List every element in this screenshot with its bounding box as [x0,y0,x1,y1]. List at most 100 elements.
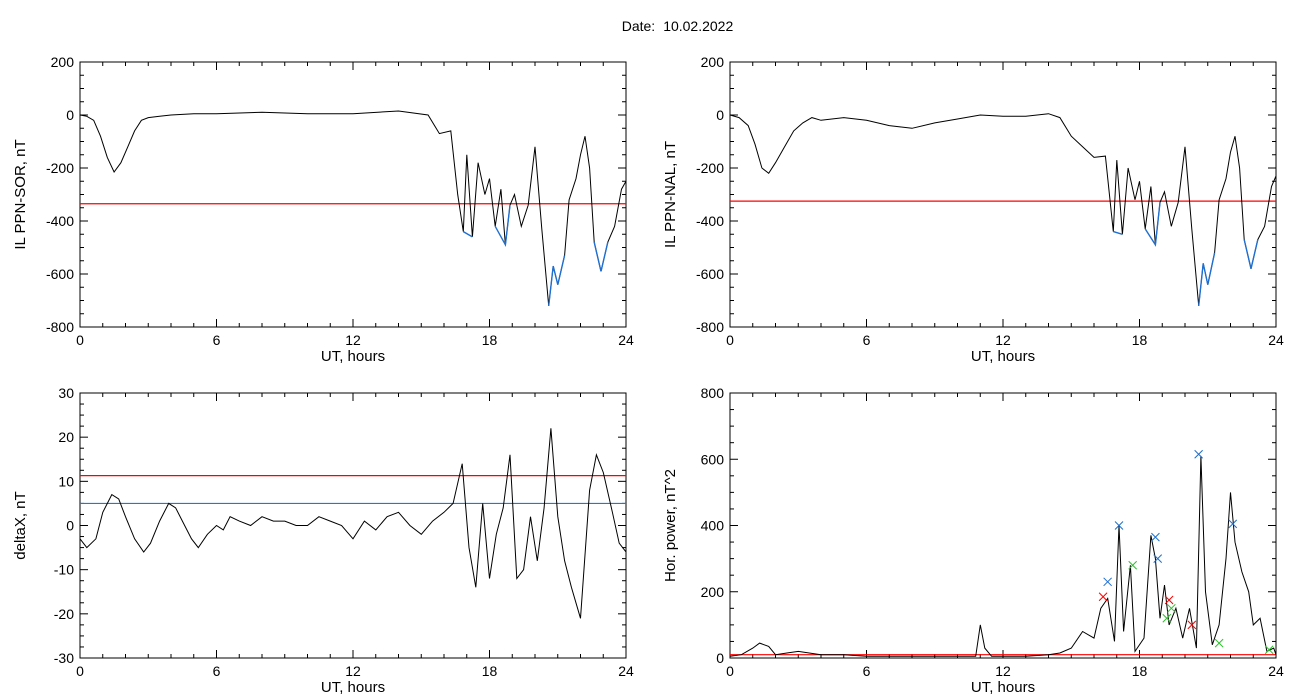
marker-stroke [1194,449,1204,459]
y-tick-label: -600 [696,266,724,282]
panel-deltax: 0 6 12 18 24 -30 -20 -10 0 10 20 30 UT, hours deltaX,… [12,385,634,696]
y-tick-label: -30 [54,650,74,666]
highlight-segment [593,242,609,272]
highlight-segment [1243,239,1259,269]
y-tick-label: -800 [46,319,74,335]
y-tick-label: 600 [701,451,725,467]
marker-green [1128,560,1138,570]
x-tick-label: 18 [1132,663,1148,679]
x-tick-label: 24 [1268,663,1284,679]
marker-green [1214,638,1224,648]
x-tick-label: 12 [345,332,361,348]
date-value: 10.02.2022 [663,18,734,34]
marker-blue [1114,521,1124,530]
y-axis-label: IL PPN-SOR, nT [12,139,29,249]
y-tick-label: -800 [696,319,724,335]
y-tick-label: 10 [58,473,74,489]
y-tick-label: -200 [696,160,724,176]
marker-blue [1228,519,1238,529]
highlight-segment [1198,252,1216,306]
x-tick-label: 24 [618,663,634,679]
marker-red [1098,592,1108,602]
date-label: Date: [621,18,656,34]
marker-red [1164,595,1174,605]
panel-il-sor: 0 6 12 18 24 -800 -600 -400 -200 0 200 UT, hours IL … [12,54,634,365]
y-tick-label: 200 [701,54,725,70]
chart-date-title: Date: 10.02.2022 [0,18,1300,34]
marker-stroke [1187,620,1197,630]
x-tick-label: 12 [345,663,361,679]
y-tick-label: 800 [701,385,725,401]
x-tick-label: 0 [76,663,84,679]
y-tick-label: 0 [716,650,724,666]
marker-stroke [1151,532,1160,542]
y-tick-label: -200 [46,160,74,176]
y-tick-label: -20 [54,606,74,622]
marker-stroke [1153,554,1163,563]
y-axis-label: IL PPN-NAL, nT [662,141,679,248]
y-axis-label: Hor. power, nT^2 [662,469,679,582]
highlight-segment [494,205,511,248]
x-tick-label: 0 [726,332,734,348]
x-tick-label: 12 [995,332,1011,348]
y-tick-label: -400 [696,213,724,229]
marker-stroke [1214,638,1224,648]
plot-frame [729,392,1277,659]
y-tick-label: 400 [701,518,725,534]
y-tick-label: -600 [46,266,74,282]
marker-stroke [1114,521,1124,530]
x-tick-label: 18 [1132,332,1148,348]
panel-hor-power: 0 6 12 18 24 0 200 400 600 800 UT, hours Hor. power… [662,385,1284,696]
x-axis-label: UT, hours [321,679,385,696]
x-tick-label: 0 [726,663,734,679]
x-axis-label: UT, hours [321,348,385,365]
highlight-segment [1113,230,1123,235]
y-tick-label: 0 [716,107,724,123]
x-tick-label: 18 [482,663,498,679]
plot-frame [79,392,627,659]
y-tick-label: 200 [51,54,75,70]
x-axis-label: UT, hours [971,679,1035,696]
x-tick-label: 0 [76,332,84,348]
marker-stroke [1264,645,1274,655]
x-tick-label: 18 [482,332,498,348]
marker-blue [1103,577,1113,587]
series-line [80,428,626,619]
y-tick-label: 30 [58,385,74,401]
marker-red [1187,620,1197,630]
y-tick-label: 0 [66,518,74,534]
x-tick-label: 6 [213,663,221,679]
x-tick-label: 24 [618,332,634,348]
series-line [730,113,1276,306]
marker-stroke [1098,592,1108,602]
marker-stroke [1162,613,1172,623]
x-axis-label: UT, hours [971,348,1035,365]
y-tick-label: 20 [58,429,74,445]
x-tick-label: 12 [995,663,1011,679]
highlight-segment [1144,202,1161,247]
marker-stroke [1128,560,1138,570]
plot-frame [729,61,1277,328]
marker-stroke [1166,603,1176,613]
series-line [80,110,626,306]
y-tick-label: -10 [54,562,74,578]
marker-stroke [1103,577,1113,587]
y-tick-label: -400 [46,213,74,229]
marker-green [1162,613,1172,623]
marker-blue [1194,449,1204,459]
panel-il-nal: 0 6 12 18 24 -800 -600 -400 -200 0 200 UT, hours IL … [662,54,1284,365]
series-line [730,455,1276,657]
marker-green [1264,645,1274,655]
marker-stroke [1228,519,1238,529]
x-tick-label: 6 [213,332,221,348]
marker-blue [1153,554,1163,563]
highlight-segment [548,255,566,306]
y-axis-label: deltaX, nT [12,491,29,559]
y-tick-label: 200 [701,584,725,600]
x-tick-label: 24 [1268,332,1284,348]
marker-stroke [1164,595,1174,605]
marker-green [1166,603,1176,613]
marker-blue [1151,532,1160,542]
highlight-segment [462,230,473,238]
x-tick-label: 6 [863,663,871,679]
